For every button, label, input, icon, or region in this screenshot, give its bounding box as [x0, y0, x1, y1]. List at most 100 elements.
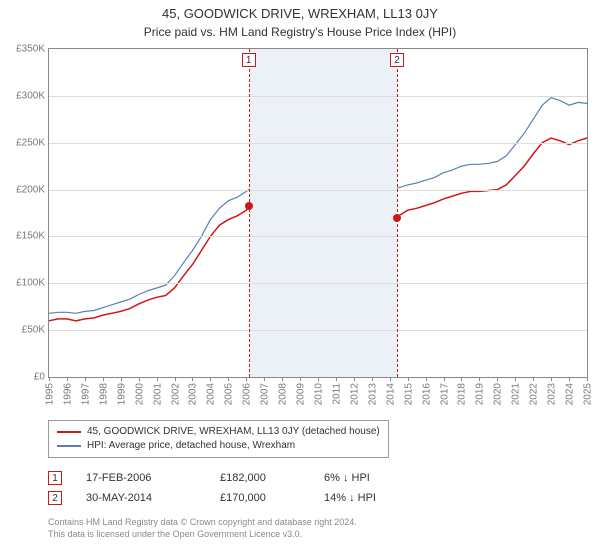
gridline-h [49, 330, 587, 331]
x-tick [372, 377, 373, 381]
x-axis-label: 2009 [294, 383, 307, 405]
x-axis-label: 1995 [43, 383, 56, 405]
tx-vline [397, 49, 398, 377]
x-axis-label: 2006 [240, 383, 253, 405]
x-axis-label: 2017 [437, 383, 450, 405]
x-tick [390, 377, 391, 381]
x-axis-label: 2000 [132, 383, 145, 405]
x-tick [264, 377, 265, 381]
x-axis-label: 2005 [222, 383, 235, 405]
x-tick [121, 377, 122, 381]
x-axis-label: 1997 [78, 383, 91, 405]
x-axis-label: 2011 [329, 383, 342, 405]
x-tick [246, 377, 247, 381]
footnote-line1: Contains HM Land Registry data © Crown c… [48, 516, 588, 528]
x-tick [157, 377, 158, 381]
chart-title: 45, GOODWICK DRIVE, WREXHAM, LL13 0JY [0, 0, 600, 21]
x-tick [175, 377, 176, 381]
y-axis-label: £300K [16, 90, 49, 101]
x-axis-label: 2003 [186, 383, 199, 405]
footnote: Contains HM Land Registry data © Crown c… [48, 516, 588, 540]
x-axis-label: 2010 [312, 383, 325, 405]
price-chart: £0£50K£100K£150K£200K£250K£300K£350K1995… [48, 48, 588, 378]
x-axis-label: 2007 [258, 383, 271, 405]
x-tick [103, 377, 104, 381]
x-tick [192, 377, 193, 381]
x-axis-label: 2004 [204, 383, 217, 405]
x-tick [479, 377, 480, 381]
x-axis-label: 2012 [347, 383, 360, 405]
shaded-region [249, 49, 397, 377]
tx-vline [249, 49, 250, 377]
tx-diff: 14% ↓ HPI [324, 488, 444, 508]
gridline-h [49, 96, 587, 97]
footnote-line2: This data is licensed under the Open Gov… [48, 528, 588, 540]
x-axis-label: 2023 [545, 383, 558, 405]
x-tick [461, 377, 462, 381]
x-axis-label: 2001 [150, 383, 163, 405]
tx-marker-1: 1 [242, 53, 256, 67]
x-axis-label: 2025 [581, 383, 594, 405]
x-tick [228, 377, 229, 381]
x-axis-label: 2008 [276, 383, 289, 405]
x-tick [139, 377, 140, 381]
x-tick [497, 377, 498, 381]
x-axis-label: 2002 [168, 383, 181, 405]
x-tick [282, 377, 283, 381]
x-axis-label: 2024 [563, 383, 576, 405]
x-tick [336, 377, 337, 381]
x-axis-label: 2013 [365, 383, 378, 405]
gridline-h [49, 143, 587, 144]
x-axis-label: 2015 [401, 383, 414, 405]
x-tick [210, 377, 211, 381]
tx-date: 30-MAY-2014 [86, 488, 196, 508]
x-tick [354, 377, 355, 381]
gridline-h [49, 190, 587, 191]
x-tick [587, 377, 588, 381]
y-axis-label: £350K [16, 44, 49, 55]
x-axis-label: 2019 [473, 383, 486, 405]
x-tick [408, 377, 409, 381]
legend-row: HPI: Average price, detached house, Wrex… [57, 439, 380, 453]
x-tick [551, 377, 552, 381]
x-tick [67, 377, 68, 381]
legend-label: HPI: Average price, detached house, Wrex… [87, 439, 295, 453]
y-axis-label: £0 [34, 372, 49, 383]
gridline-h [49, 236, 587, 237]
tx-diff: 6% ↓ HPI [324, 468, 444, 488]
legend-label: 45, GOODWICK DRIVE, WREXHAM, LL13 0JY (d… [87, 425, 380, 439]
x-tick [300, 377, 301, 381]
x-tick [85, 377, 86, 381]
y-axis-label: £250K [16, 137, 49, 148]
legend-area: 45, GOODWICK DRIVE, WREXHAM, LL13 0JY (d… [48, 420, 588, 540]
x-axis-label: 1998 [96, 383, 109, 405]
transaction-row: 2 30-MAY-2014 £170,000 14% ↓ HPI [48, 488, 588, 508]
x-axis-label: 2020 [491, 383, 504, 405]
x-tick [533, 377, 534, 381]
chart-subtitle: Price paid vs. HM Land Registry's House … [0, 21, 600, 43]
tx-price: £182,000 [220, 468, 300, 488]
x-tick [426, 377, 427, 381]
y-axis-label: £150K [16, 231, 49, 242]
x-tick [49, 377, 50, 381]
tx-price: £170,000 [220, 488, 300, 508]
x-tick [318, 377, 319, 381]
sale-dot [393, 214, 401, 222]
transaction-row: 117-FEB-2006£182,0006% ↓ HPI [48, 468, 588, 488]
x-axis-label: 2018 [455, 383, 468, 405]
y-axis-label: £100K [16, 278, 49, 289]
x-tick [444, 377, 445, 381]
x-axis-label: 1996 [60, 383, 73, 405]
legend-row: 45, GOODWICK DRIVE, WREXHAM, LL13 0JY (d… [57, 425, 380, 439]
transaction-table: 117-FEB-2006£182,0006% ↓ HPI230-MAY-2014… [48, 468, 588, 508]
x-axis-label: 2021 [509, 383, 522, 405]
y-axis-label: £200K [16, 184, 49, 195]
legend-swatch [57, 445, 81, 447]
tx-row-marker: 2 [48, 491, 62, 505]
x-axis-label: 2016 [419, 383, 432, 405]
tx-marker-2: 2 [390, 53, 404, 67]
x-axis-label: 2022 [527, 383, 540, 405]
gridline-h [49, 283, 587, 284]
legend-swatch [57, 431, 81, 433]
x-axis-label: 1999 [114, 383, 127, 405]
